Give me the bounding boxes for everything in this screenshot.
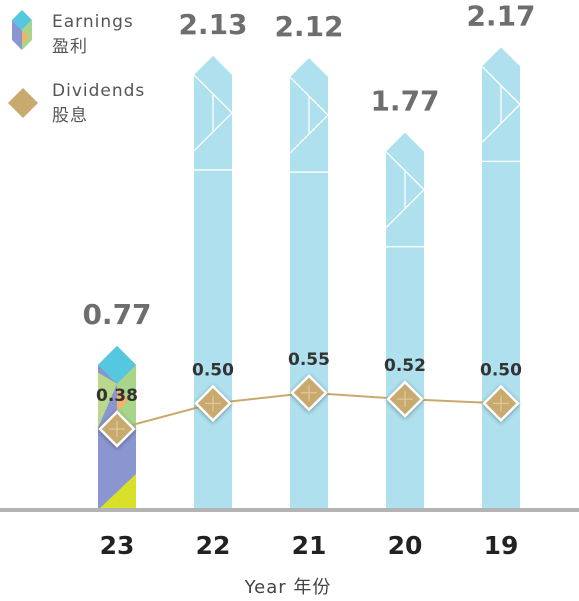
value-label: 2.17 — [466, 0, 535, 32]
marker-decoration — [109, 420, 125, 437]
bar-pattern — [98, 345, 136, 510]
marker-decoration — [301, 384, 317, 401]
bar-piece — [98, 372, 117, 428]
legend-label: Earnings — [52, 12, 134, 32]
x-tick-label: 23 — [100, 531, 135, 560]
legend-icon-dividends — [8, 88, 38, 118]
value-label: 0.77 — [82, 298, 151, 331]
value-label: 2.13 — [178, 8, 247, 41]
legend-label-zh: 盈利 — [52, 37, 88, 57]
value-label: 0.50 — [192, 360, 234, 380]
value-label: 0.55 — [288, 350, 330, 370]
bar-piece — [98, 427, 136, 510]
x-tick-label: 22 — [196, 531, 231, 560]
value-label: 0.52 — [384, 356, 426, 376]
bar-decoration — [481, 65, 521, 163]
x-tick-label: 20 — [388, 531, 423, 560]
value-label: 0.50 — [480, 360, 522, 380]
marker-decoration — [493, 395, 509, 412]
x-tick-label: 21 — [292, 531, 327, 560]
x-axis-title: Year 年份 — [244, 577, 332, 598]
x-tick-label: 19 — [484, 531, 519, 560]
value-label: 2.12 — [274, 10, 343, 43]
legend-label: Dividends — [52, 81, 145, 101]
marker-decoration — [397, 391, 413, 408]
bar — [386, 132, 424, 510]
bar-piece — [117, 387, 129, 412]
bar-decoration — [289, 76, 329, 173]
bar-piece — [117, 364, 136, 428]
value-label: 1.77 — [370, 85, 439, 118]
legend-icon-earnings — [12, 10, 32, 50]
legend-label-zh: 股息 — [52, 106, 88, 126]
value-label: 0.38 — [96, 386, 138, 406]
bar-decoration — [193, 74, 233, 171]
bar-decoration — [385, 151, 425, 248]
bar-piece — [98, 473, 136, 510]
legend: Earnings 盈利 Dividends 股息 — [8, 10, 145, 126]
marker-decoration — [205, 395, 221, 412]
